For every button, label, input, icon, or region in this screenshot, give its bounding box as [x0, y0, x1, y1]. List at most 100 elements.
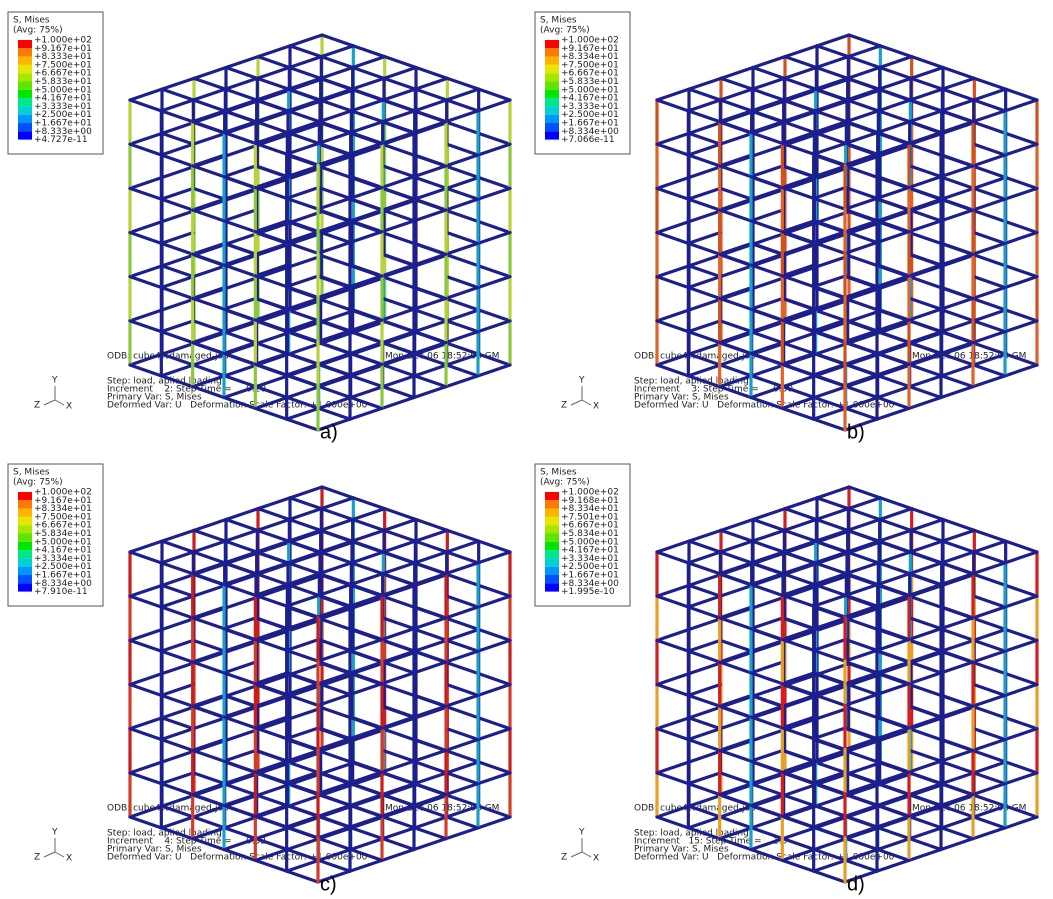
lattice-member [817, 487, 849, 498]
lattice-member [942, 365, 974, 376]
lattice-member [752, 695, 783, 706]
lattice-member [657, 222, 689, 233]
lattice-member [415, 155, 446, 166]
lattice-member [974, 100, 1005, 111]
lattice-member [319, 805, 351, 816]
lattice-member [909, 221, 941, 232]
legend-swatch [18, 131, 32, 139]
lattice-member [321, 520, 353, 531]
lattice-member [415, 365, 447, 376]
lattice-member [257, 89, 289, 100]
lattice-member [320, 100, 351, 111]
lattice-member [657, 585, 689, 596]
lattice-member [226, 145, 258, 156]
lattice-member [224, 309, 255, 320]
lattice-member [385, 685, 416, 696]
lattice-member [447, 773, 478, 784]
lattice-member [130, 266, 162, 277]
lattice-member [817, 35, 849, 46]
lattice-member [383, 89, 415, 100]
lattice-member [782, 684, 813, 695]
lattice-member [782, 320, 813, 331]
lattice-member [162, 663, 194, 674]
lattice-member [689, 663, 721, 674]
lattice-member [752, 530, 784, 541]
lattice-member [382, 850, 414, 861]
lattice-member [130, 640, 161, 651]
lattice-member [845, 375, 877, 386]
lattice-member [194, 78, 225, 89]
lattice-member [319, 563, 351, 574]
lattice-member [751, 166, 783, 177]
lattice-member [784, 343, 815, 354]
lattice-member [447, 552, 478, 563]
triad-label: Y [51, 828, 58, 838]
lattice-member [751, 795, 783, 806]
lattice-member [751, 662, 783, 673]
lattice-member [383, 188, 414, 199]
lattice-member [974, 277, 1005, 288]
lattice-member [783, 298, 814, 309]
lattice-member [447, 707, 478, 718]
lattice-member [446, 695, 478, 706]
lattice-member [319, 772, 350, 783]
lattice-member [193, 199, 225, 210]
legend-swatch [545, 492, 559, 500]
lattice-member [224, 618, 256, 629]
lattice-member [287, 871, 318, 882]
lattice-member [720, 254, 751, 265]
lattice-member [446, 607, 478, 618]
lattice-member [688, 607, 719, 618]
lattice-member [1005, 188, 1037, 199]
lattice-member [224, 761, 255, 772]
lattice-member [815, 563, 846, 574]
lattice-member [657, 133, 689, 144]
lattice-member [720, 750, 751, 761]
lattice-member [351, 563, 382, 574]
lattice-member [193, 243, 225, 254]
lattice-member [322, 35, 353, 46]
lattice-member [414, 839, 446, 850]
triad-axis [55, 400, 64, 405]
lattice-member [415, 784, 446, 795]
lattice-member [256, 111, 288, 122]
figure: ODB: cube4%damaged-jobMon Dec 06 18:52:0… [0, 0, 1053, 899]
lattice-member [161, 277, 193, 288]
lattice-member [751, 618, 783, 629]
lattice-member [255, 640, 286, 651]
lattice-member [942, 651, 973, 662]
legend-label: +7.910e-11 [34, 587, 88, 597]
lattice-member [782, 640, 813, 651]
lattice-member [909, 177, 941, 188]
lattice-member [415, 651, 446, 662]
lattice-member [785, 46, 817, 57]
lattice-member [415, 310, 446, 321]
lattice-member [720, 199, 752, 210]
lattice-member [942, 762, 973, 773]
lattice-member [415, 773, 447, 784]
lattice-member [130, 222, 162, 233]
lattice-member [226, 730, 258, 741]
lattice-member [720, 243, 752, 254]
lattice-member [479, 718, 510, 729]
lattice-member [382, 761, 414, 772]
lattice-member [383, 122, 414, 133]
legend-swatch [545, 525, 559, 533]
lattice-member [846, 210, 877, 221]
lattice-member [383, 552, 414, 563]
lattice-member [225, 188, 257, 199]
lattice-member [814, 871, 845, 882]
lattice-member [255, 595, 286, 606]
lattice-member [720, 111, 752, 122]
lattice-member [225, 552, 257, 563]
lattice-member [130, 552, 161, 563]
lattice-member [446, 828, 478, 839]
lattice-member [287, 331, 318, 342]
lattice-member [161, 111, 192, 122]
lattice-member [657, 541, 689, 552]
lattice-member [878, 387, 910, 398]
lattice-member [353, 57, 385, 68]
lattice-member [912, 685, 943, 696]
lattice-member [290, 498, 321, 509]
